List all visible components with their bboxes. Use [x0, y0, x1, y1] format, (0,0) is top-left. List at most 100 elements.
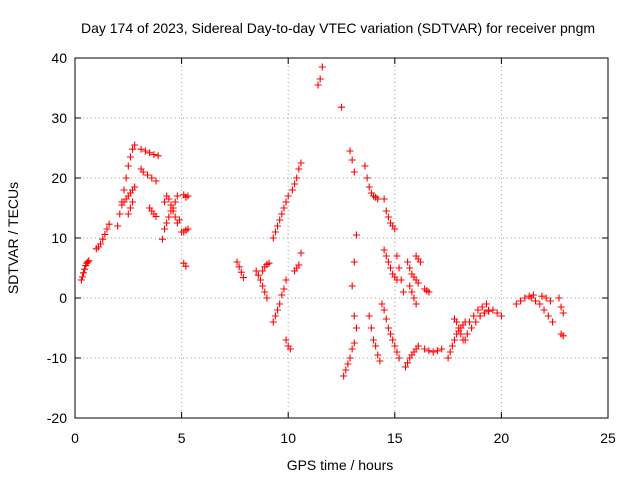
data-series-s19 [269, 192, 292, 242]
data-point [557, 303, 565, 311]
data-point [126, 153, 134, 161]
data-point [559, 309, 567, 317]
data-point [465, 318, 473, 326]
data-point [252, 267, 260, 275]
data-point [350, 339, 358, 347]
data-point [122, 174, 130, 182]
data-point [369, 336, 377, 344]
data-series-s47 [512, 291, 537, 308]
data-point [546, 297, 554, 305]
data-point [101, 230, 109, 238]
data-point [297, 159, 305, 167]
y-tick-label: -20 [47, 410, 67, 426]
data-point [81, 265, 89, 273]
data-series-s31 [380, 195, 399, 233]
data-point [384, 324, 392, 332]
data-point [406, 282, 414, 290]
data-point [291, 180, 299, 188]
data-point [414, 279, 422, 287]
data-point [346, 354, 354, 362]
data-point [263, 294, 271, 302]
data-point [284, 192, 292, 200]
data-point [433, 347, 441, 355]
data-point [408, 288, 416, 296]
data-point [542, 294, 550, 302]
data-point [401, 363, 409, 371]
data-point [239, 274, 247, 282]
data-point [146, 149, 154, 157]
data-point [173, 192, 181, 200]
data-point [363, 174, 371, 182]
data-point [380, 195, 388, 203]
data-series-s12 [180, 225, 192, 236]
y-tick-label: 30 [51, 110, 67, 126]
data-series-s9 [158, 192, 186, 243]
data-point [393, 348, 401, 356]
data-point [412, 300, 420, 308]
data-point [103, 225, 111, 233]
data-point [274, 306, 282, 314]
data-point [521, 294, 529, 302]
data-point [425, 288, 433, 296]
data-point [421, 345, 429, 353]
data-point [352, 231, 360, 239]
data-point [254, 271, 262, 279]
data-point [105, 220, 113, 228]
data-point [143, 171, 151, 179]
data-series-s24 [338, 103, 345, 111]
data-point [278, 291, 286, 299]
data-point [152, 212, 160, 220]
data-point [540, 306, 548, 314]
data-point [559, 332, 567, 340]
data-series-s30 [365, 312, 384, 365]
data-point [259, 282, 267, 290]
data-point [395, 264, 403, 272]
data-series-s34 [389, 336, 403, 362]
data-series-s39 [406, 282, 420, 308]
data-point [152, 177, 160, 185]
data-series-s49 [538, 292, 554, 305]
data-point [350, 312, 358, 320]
data-point [482, 300, 490, 308]
data-point [295, 165, 303, 173]
data-series-s42 [444, 318, 469, 362]
data-series-s17 [269, 276, 290, 326]
x-tick-label: 10 [280, 430, 296, 446]
y-axis-label: SDTVAR / TECUs [5, 182, 21, 294]
data-point [387, 330, 395, 338]
data-series-s43 [450, 315, 469, 344]
data-series-s18 [282, 336, 294, 353]
data-series-s13 [180, 259, 190, 270]
data-point [404, 359, 412, 367]
y-tick-label: 10 [51, 230, 67, 246]
data-point [167, 201, 175, 209]
data-point [282, 276, 290, 284]
data-point [387, 264, 395, 272]
data-point [288, 186, 296, 194]
x-axis-label: GPS time / hours [287, 457, 394, 473]
data-series-s15 [252, 267, 271, 302]
data-series-s32 [378, 300, 395, 338]
data-point [99, 235, 107, 243]
data-point [476, 312, 484, 320]
tick-labels: 0 5 10 15 20 25 -20 -10 0 10 20 30 40 [47, 50, 616, 446]
data-point [297, 249, 305, 257]
data-point [158, 235, 166, 243]
data-series-s38 [412, 252, 424, 266]
data-point [425, 347, 433, 355]
data-point [380, 246, 388, 254]
data-point [346, 147, 354, 155]
y-tick-label: 0 [59, 290, 67, 306]
data-series-s6 [137, 145, 162, 160]
data-point [453, 318, 461, 326]
data-point [276, 300, 284, 308]
data-point [352, 324, 360, 332]
data-point [382, 252, 390, 260]
data-point [182, 262, 190, 270]
data-point [389, 336, 397, 344]
data-point [348, 156, 356, 164]
data-point [399, 288, 407, 296]
x-tick-label: 20 [494, 430, 510, 446]
data-series-s27 [348, 231, 360, 290]
data-point [269, 234, 277, 242]
